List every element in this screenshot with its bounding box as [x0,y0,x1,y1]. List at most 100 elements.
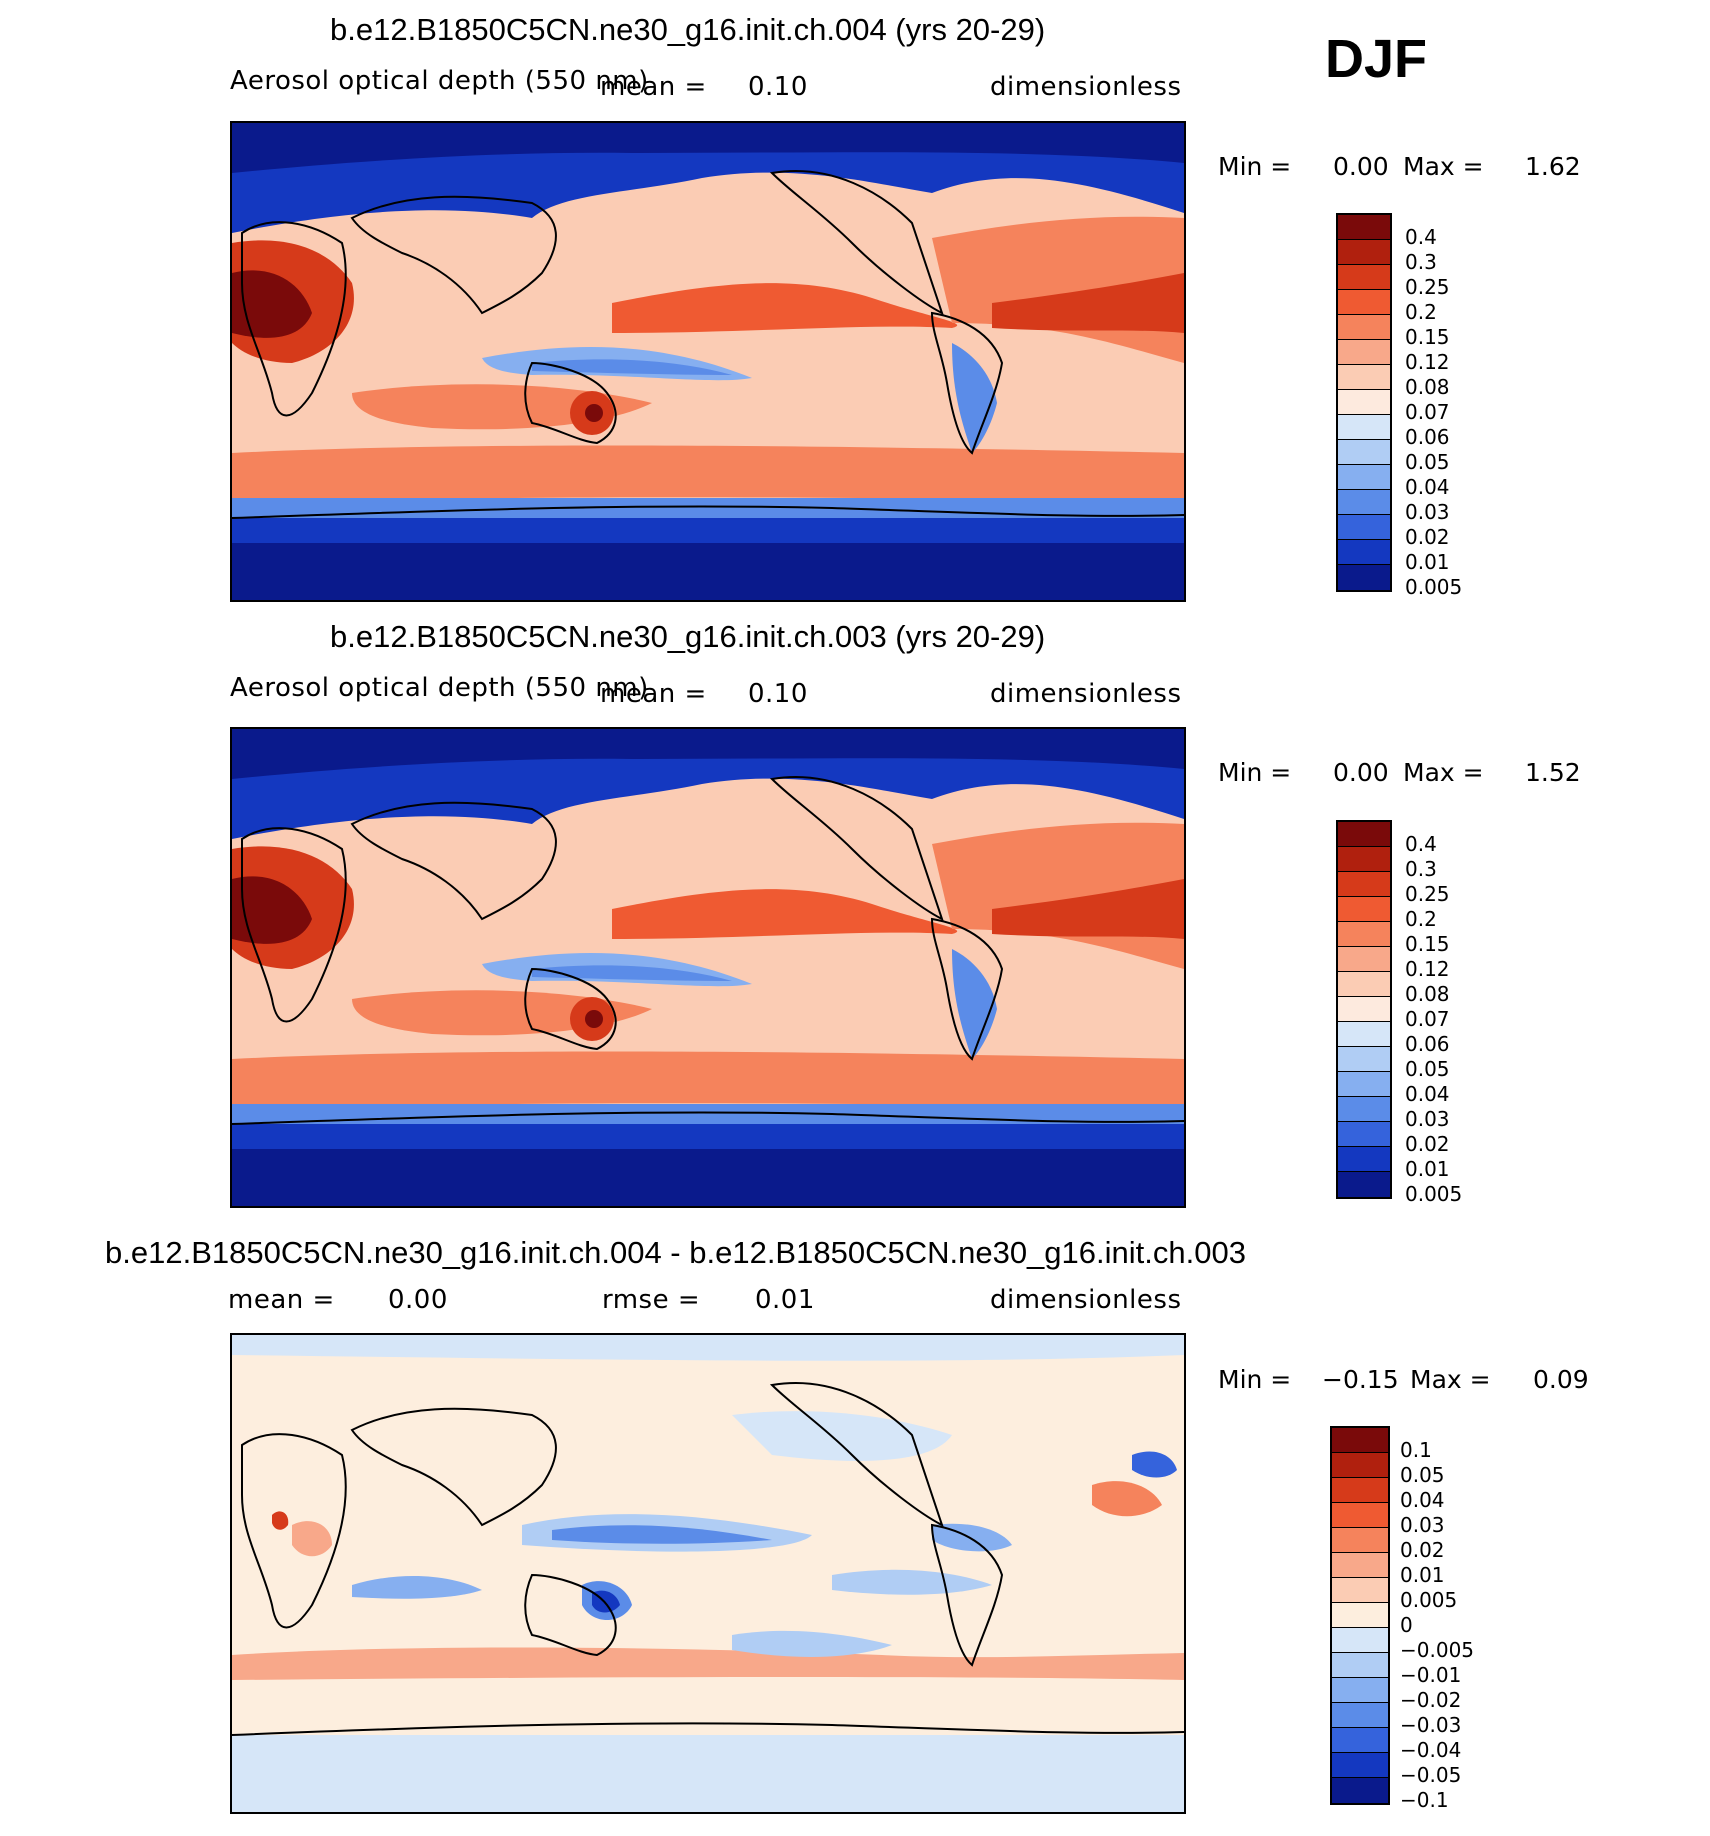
colorbar-tick-label: −0.1 [1400,1787,1449,1812]
colorbar-swatch [1338,1047,1390,1072]
panel-3-mean-value: 0.00 [388,1285,448,1315]
colorbar-tick-label: 0.4 [1405,831,1437,856]
colorbar-swatch [1338,565,1390,590]
colorbar-swatch [1332,1678,1388,1703]
panel-1-mean-value: 0.10 [748,72,808,102]
colorbar-tick-label: −0.01 [1400,1662,1462,1687]
colorbar-tick-label: 0.15 [1405,324,1450,349]
panel-2-field [232,729,1184,1206]
colorbar-tick-label: −0.04 [1400,1737,1462,1762]
colorbar-swatch [1332,1653,1388,1678]
colorbar-swatch [1338,1072,1390,1097]
panel-1-max-value: 1.62 [1525,152,1581,181]
colorbar-swatch [1338,465,1390,490]
colorbar-tick-label: 0.03 [1405,499,1450,524]
panel-2-max-label: Max = [1403,758,1484,787]
panel-1-mean-label: mean = [600,72,707,102]
colorbar-swatch [1338,390,1390,415]
panel-1-min-value: 0.00 [1333,152,1389,181]
panel-2-min-value: 0.00 [1333,758,1389,787]
colorbar-tick-label: −0.03 [1400,1712,1462,1737]
colorbar-swatch [1332,1578,1388,1603]
panel-3-min-label: Min = [1218,1365,1292,1394]
colorbar-swatch [1338,1097,1390,1122]
panel-3-max-label: Max = [1410,1365,1491,1394]
colorbar-swatch [1338,290,1390,315]
season-label: DJF [1325,29,1428,89]
colorbar-tick-label: 0.03 [1400,1512,1445,1537]
colorbar-swatch [1338,515,1390,540]
colorbar-swatch [1332,1503,1388,1528]
colorbar-swatch [1338,440,1390,465]
panel-1-field [232,123,1184,600]
colorbar-tick-label: 0.3 [1405,249,1437,274]
panel-2-units: dimensionless [990,679,1182,709]
panel-2-title: b.e12.B1850C5CN.ne30_g16.init.ch.003 (yr… [330,619,1046,654]
colorbar-tick-label: 0.3 [1405,856,1437,881]
colorbar-tick-label: 0.05 [1405,1056,1450,1081]
colorbar-swatch [1338,972,1390,997]
colorbar-swatch [1338,490,1390,515]
panel-2-colorbar-labels: 0.4 0.3 0.25 0.2 0.15 0.12 0.08 0.07 0.06 0.05 0.0… [1405,820,1495,1206]
panel-3-max-value: 0.09 [1533,1365,1589,1394]
panel-1-map [230,121,1186,602]
colorbar-swatch [1332,1628,1388,1653]
colorbar-swatch [1338,947,1390,972]
colorbar-swatch [1338,997,1390,1022]
colorbar-swatch [1332,1603,1388,1628]
colorbar-swatch [1338,822,1390,847]
panel-2-map [230,727,1186,1208]
colorbar-swatch [1338,897,1390,922]
colorbar-swatch [1332,1528,1388,1553]
colorbar-swatch [1338,540,1390,565]
panel-1-title: b.e12.B1850C5CN.ne30_g16.init.ch.004 (yr… [330,12,1046,47]
colorbar-tick-label: 0.005 [1405,574,1463,599]
colorbar-tick-label: 0.2 [1405,906,1437,931]
panel-2-min-label: Min = [1218,758,1292,787]
panel-3-rmse-value: 0.01 [755,1285,815,1315]
colorbar-tick-label: 0.01 [1405,1156,1450,1181]
colorbar-tick-label: 0.25 [1405,881,1450,906]
colorbar-tick-label: 0.005 [1400,1587,1458,1612]
colorbar-swatch [1338,415,1390,440]
colorbar-tick-label: −0.005 [1400,1637,1475,1662]
colorbar-swatch [1332,1453,1388,1478]
colorbar-swatch [1332,1428,1388,1453]
colorbar-tick-label: 0.04 [1400,1487,1445,1512]
colorbar-swatch [1338,240,1390,265]
panel-3-colorbar [1330,1426,1390,1805]
colorbar-tick-label: −0.02 [1400,1687,1462,1712]
colorbar-tick-label: 0.02 [1405,1131,1450,1156]
colorbar-swatch [1338,315,1390,340]
colorbar-tick-label: 0.04 [1405,474,1450,499]
colorbar-swatch [1338,1122,1390,1147]
panel-1-colorbar [1336,213,1392,592]
colorbar-tick-label: 0.01 [1405,549,1450,574]
colorbar-swatch [1338,1172,1390,1197]
colorbar-tick-label: 0.25 [1405,274,1450,299]
colorbar-tick-label: 0.12 [1405,349,1450,374]
colorbar-tick-label: 0.01 [1400,1562,1445,1587]
panel-3-rmse-label: rmse = [602,1285,701,1315]
panel-2-colorbar [1336,820,1392,1199]
colorbar-swatch [1338,265,1390,290]
colorbar-swatch [1332,1753,1388,1778]
colorbar-tick-label: 0.02 [1405,524,1450,549]
panel-2-variable: Aerosol optical depth (550 nm) [230,673,649,703]
panel-2-mean-value: 0.10 [748,679,808,709]
colorbar-tick-label: 0.06 [1405,1031,1450,1056]
panel-2-max-value: 1.52 [1525,758,1581,787]
colorbar-tick-label: 0.07 [1405,1006,1450,1031]
colorbar-tick-label: 0.07 [1405,399,1450,424]
colorbar-tick-label: 0.02 [1400,1537,1445,1562]
panel-1-units: dimensionless [990,72,1182,102]
colorbar-tick-label: 0.04 [1405,1081,1450,1106]
colorbar-tick-label: 0.08 [1405,981,1450,1006]
colorbar-tick-label: 0.05 [1405,449,1450,474]
panel-3-map [230,1333,1186,1814]
colorbar-tick-label: −0.05 [1400,1762,1462,1787]
colorbar-tick-label: 0.005 [1405,1181,1463,1206]
panel-3-units: dimensionless [990,1285,1182,1315]
colorbar-swatch [1338,872,1390,897]
colorbar-swatch [1338,365,1390,390]
